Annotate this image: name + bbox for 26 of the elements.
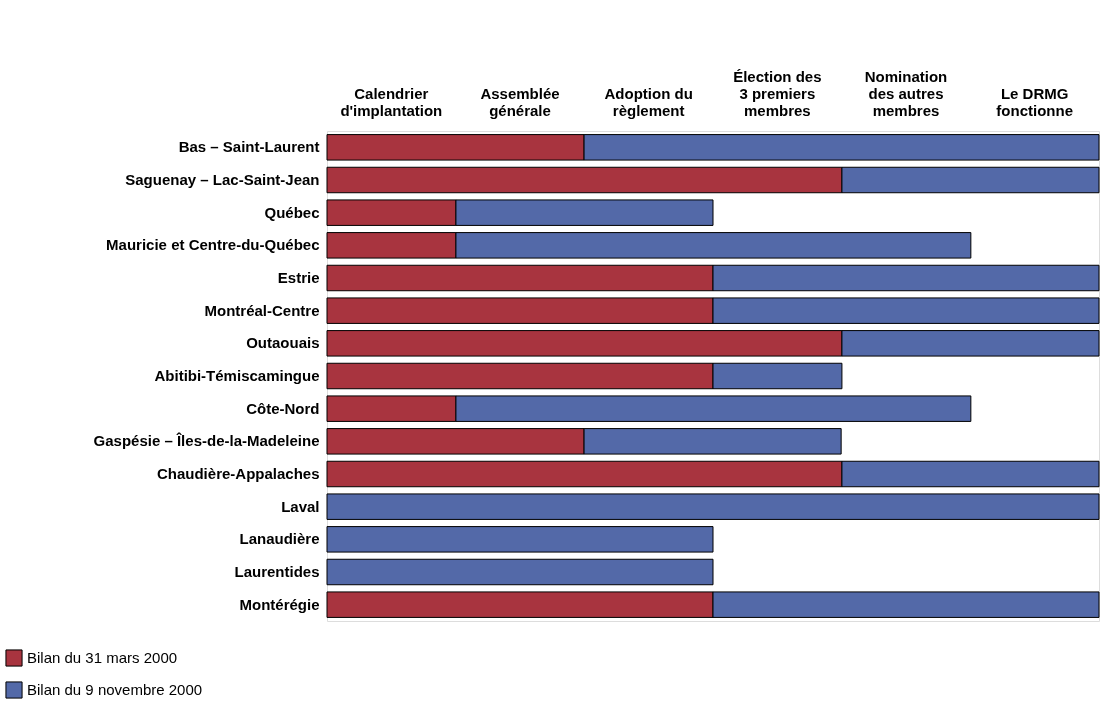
y-tick-label: Mauricie et Centre-du-Québec [106, 236, 320, 254]
y-tick-label: Abitibi-Témiscamingue [154, 367, 320, 384]
text: Adoption du règlement [604, 85, 693, 119]
legend-label: Bilan du 31 mars 2000 [27, 649, 178, 666]
text: Assemblée générale [480, 85, 560, 119]
text: Nomination des autres membres [864, 68, 948, 119]
bar [326, 526, 714, 553]
text: Le DRMG fonctionne [996, 85, 1073, 119]
y-tick-label: Lanaudière [239, 530, 320, 548]
legend-label: Bilan du 9 novembre 2000 [27, 681, 203, 698]
y-tick-label: Montérégie [239, 595, 320, 613]
y-tick-label: Québec [264, 203, 320, 221]
y-tick-label: Montréal-Centre [204, 301, 320, 319]
bar [326, 493, 1100, 520]
y-tick-label: Outaouais [246, 334, 320, 352]
bar [326, 558, 714, 586]
y-tick-label: Gaspésie – Îles-de-la-Madeleine [93, 432, 320, 450]
text: Élection des 3 premiers membres [733, 68, 822, 119]
text: Calendrier d'implantation [340, 85, 443, 119]
y-tick-label: Laval [281, 497, 320, 515]
y-tick-label: Bas – Saint-Laurent [178, 138, 320, 156]
y-tick-label: Côte-Nord [246, 399, 320, 417]
y-tick-label: Laurentides [234, 563, 320, 580]
y-tick-label: Estrie [277, 269, 320, 286]
y-tick-label: Chaudière-Appalaches [156, 465, 320, 482]
y-tick-label: Saguenay – Lac-Saint-Jean [125, 171, 320, 188]
